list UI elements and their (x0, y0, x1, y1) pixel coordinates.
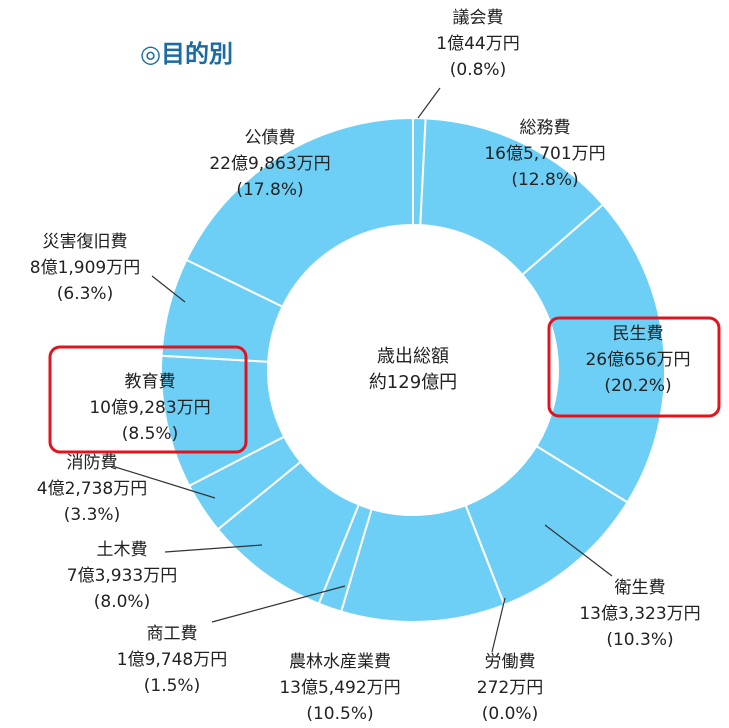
segment-amount: 8億1,909万円 (30, 258, 140, 278)
leader-line (164, 544, 263, 553)
segment-amount: 26億656万円 (585, 350, 690, 370)
segment-amount: 272万円 (477, 678, 543, 698)
segment-name: 農林水産業費 (289, 652, 391, 672)
leader-line (491, 597, 506, 653)
segment-percent: (8.0%) (94, 592, 150, 612)
center-text: 約129億円 (369, 372, 457, 393)
segment-name: 議会費 (453, 8, 504, 28)
segment-name: 消防費 (67, 453, 118, 473)
segment-percent: (17.8%) (236, 180, 303, 200)
segment-name: 公債費 (245, 128, 296, 148)
segment-name: 衛生費 (615, 578, 666, 598)
segment-amount: 16億5,701万円 (484, 144, 605, 164)
segment-name: 教育費 (125, 372, 176, 392)
segment-amount: 13億3,323万円 (579, 604, 700, 624)
highlight-box (547, 316, 721, 418)
segment-amount: 1億44万円 (436, 34, 519, 54)
center-text: 歳出総額 (377, 346, 449, 367)
segment-name: 土木費 (97, 540, 148, 560)
segment-amount: 10億9,283万円 (89, 398, 210, 418)
segment-name: 商工費 (147, 624, 198, 644)
donut (160, 116, 666, 623)
segment-percent: (20.2%) (604, 376, 671, 396)
segment-percent: (10.5%) (306, 704, 373, 724)
leader-line (111, 465, 216, 499)
leader-line (544, 524, 613, 577)
donut-segment (185, 116, 414, 308)
segment-percent: (12.8%) (511, 170, 578, 190)
segment-percent: (0.0%) (482, 704, 538, 724)
segment-name: 民生費 (613, 324, 664, 344)
segment-percent: (0.8%) (450, 60, 506, 80)
segment-percent: (1.5%) (144, 676, 200, 696)
segment-percent: (3.3%) (64, 505, 120, 525)
segment-amount: 1億9,748万円 (117, 650, 227, 670)
segment-percent: (10.3%) (606, 630, 673, 650)
segment-name: 総務費 (520, 118, 571, 138)
leader-line (211, 585, 346, 623)
segment-amount: 22億9,863万円 (209, 154, 330, 174)
leader-line (417, 87, 441, 119)
chart-title: ◎目的別 (140, 40, 233, 68)
segment-amount: 13億5,492万円 (279, 678, 400, 698)
segment-percent: (6.3%) (57, 284, 113, 304)
segment-name: 労働費 (485, 652, 536, 672)
segment-amount: 4億2,738万円 (37, 479, 147, 499)
leader-line (151, 275, 186, 303)
donut-segment (520, 203, 666, 504)
segment-name: 災害復旧費 (43, 232, 128, 252)
segment-percent: (8.5%) (122, 424, 178, 444)
segment-amount: 7億3,933万円 (67, 566, 177, 586)
highlight-box (48, 345, 248, 454)
